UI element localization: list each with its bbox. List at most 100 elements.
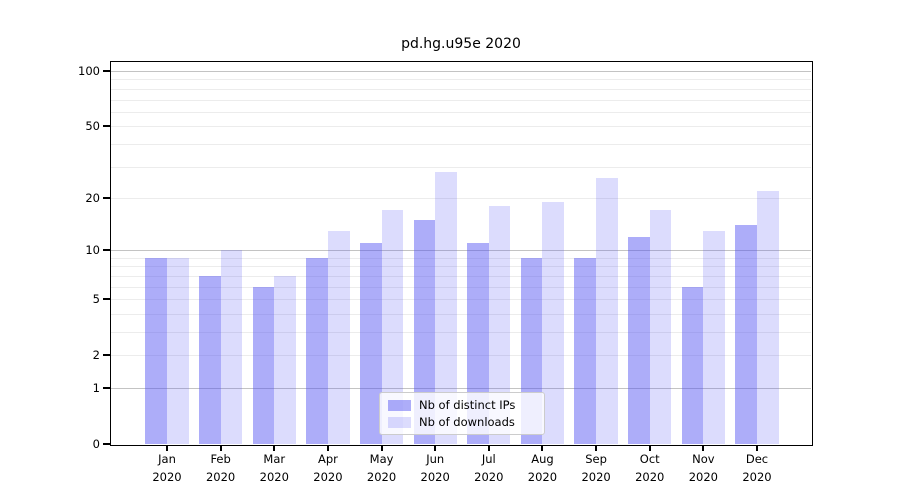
minor-gridline-3	[111, 331, 811, 333]
x-tick-apr	[326, 445, 329, 451]
x-tick-label-line: Sep	[585, 452, 607, 466]
bar-distinct-ips-mar	[252, 286, 275, 444]
y-tick-10	[103, 249, 110, 252]
bar-distinct-ips-apr	[306, 257, 328, 444]
y-tick-label-100: 100	[78, 64, 100, 79]
x-tick-aug	[541, 445, 544, 451]
minor-gridline-6	[111, 286, 811, 288]
legend-label-downloads: Nb of downloads	[419, 415, 515, 429]
chart-title: pd.hg.u95e 2020	[401, 36, 521, 52]
x-tick-dec	[755, 445, 758, 451]
x-tick-label-line: 2020	[205, 470, 236, 484]
x-tick-label-line: Feb	[210, 452, 231, 466]
x-tick-label-line: 2020	[420, 470, 450, 484]
bar-distinct-ips-may	[359, 243, 382, 444]
minor-gridline-60	[111, 111, 811, 113]
bar-layer	[111, 62, 811, 444]
y-tick-label-2: 2	[92, 348, 100, 363]
x-tick-label-oct: Oct 2020	[618, 450, 682, 486]
gridline-layer	[111, 62, 811, 444]
bar-downloads-jun	[435, 171, 457, 444]
x-tick-label-line: 2020	[366, 470, 397, 484]
x-tick-label-may: May 2020	[350, 450, 414, 486]
x-tick-label-nov: Nov 2020	[671, 450, 735, 486]
minor-gridline-80	[111, 88, 811, 90]
bar-downloads-may	[381, 210, 404, 444]
y-tick-label-0: 0	[92, 437, 100, 451]
x-tick-label-line: 2020	[313, 470, 343, 484]
y-tick-label-10: 10	[85, 243, 100, 258]
minor-gridline-9	[111, 257, 811, 259]
bar-downloads-nov	[703, 230, 725, 444]
bar-downloads-aug	[542, 201, 565, 444]
y-tick-label-5: 5	[92, 292, 100, 307]
x-tick-label-line: Mar	[263, 452, 286, 466]
y-tick-0	[103, 443, 110, 445]
legend-row-downloads: Nb of downloads	[388, 415, 544, 429]
x-tick-label-mar: Mar 2020	[242, 450, 306, 486]
minor-gridline-4	[111, 313, 811, 315]
x-tick-label-line: 2020	[581, 470, 611, 484]
x-tick-label-line: May	[369, 452, 394, 466]
minor-gridline-8	[111, 266, 811, 268]
y-tick-1	[103, 386, 110, 389]
bar-distinct-ips-jun	[413, 219, 436, 444]
x-tick-label-line: Jul	[481, 452, 496, 466]
bar-distinct-ips-dec	[735, 225, 757, 444]
bar-downloads-jul	[488, 206, 511, 444]
x-tick-jan	[166, 445, 168, 451]
major-gridline-1	[111, 387, 811, 389]
minor-gridline-20	[111, 197, 811, 199]
bar-downloads-feb	[220, 250, 243, 444]
x-tick-may	[380, 445, 383, 451]
bar-distinct-ips-jan	[145, 257, 167, 444]
minor-gridline-30	[111, 166, 811, 168]
x-tick-label-line: Aug	[531, 452, 554, 466]
x-tick-feb	[219, 445, 222, 451]
x-tick-label-line: 2020	[688, 470, 718, 484]
x-tick-label-aug: Aug 2020	[510, 450, 574, 486]
x-tick-label-line: Jan	[158, 452, 176, 466]
legend-row-distinct-ips: Nb of distinct IPs	[388, 398, 544, 412]
x-tick-label-line: Nov	[692, 452, 715, 466]
minor-gridline-90	[111, 79, 811, 81]
y-tick-20	[103, 196, 110, 199]
x-tick-label-line: 2020	[527, 470, 558, 484]
bar-downloads-mar	[274, 275, 296, 444]
legend: Nb of distinct IPs Nb of downloads	[379, 392, 545, 435]
x-tick-jul	[487, 445, 490, 451]
x-tick-label-jan: Jan 2020	[135, 450, 199, 486]
x-tick-label-line: Oct	[639, 452, 660, 466]
x-tick-label-feb: Feb 2020	[189, 450, 253, 486]
minor-gridline-40	[111, 143, 811, 145]
y-tick-label-20: 20	[85, 190, 100, 205]
bar-downloads-oct	[649, 210, 672, 444]
bar-downloads-sep	[596, 177, 618, 444]
y-tick-100	[103, 70, 110, 73]
x-tick-label-dec: Dec 2020	[725, 450, 789, 486]
x-tick-label-line: Apr	[317, 452, 338, 466]
minor-gridline-70	[111, 99, 811, 101]
legend-label-distinct-ips: Nb of distinct IPs	[419, 398, 516, 412]
bar-downloads-jan	[167, 257, 189, 444]
x-tick-label-line: 2020	[635, 470, 665, 484]
bar-distinct-ips-oct	[628, 236, 650, 444]
x-tick-sep	[595, 445, 598, 451]
minor-gridline-7	[111, 275, 811, 277]
x-tick-label-line: 2020	[152, 470, 182, 484]
y-tick-2	[103, 354, 110, 357]
minor-gridline-5	[111, 299, 811, 301]
bar-downloads-apr	[327, 230, 350, 444]
x-tick-nov	[702, 445, 705, 451]
x-tick-label-line: 2020	[474, 470, 504, 484]
y-tick-label-50: 50	[85, 119, 100, 134]
x-tick-label-jun: Jun 2020	[403, 450, 467, 486]
major-gridline-10	[111, 250, 811, 252]
legend-swatch-downloads	[388, 416, 411, 428]
legend-swatch-distinct-ips	[388, 399, 411, 411]
x-tick-label-sep: Sep 2020	[564, 450, 628, 486]
x-tick-oct	[648, 445, 651, 451]
y-tick-label-1: 1	[92, 380, 100, 395]
bar-distinct-ips-feb	[199, 275, 221, 444]
